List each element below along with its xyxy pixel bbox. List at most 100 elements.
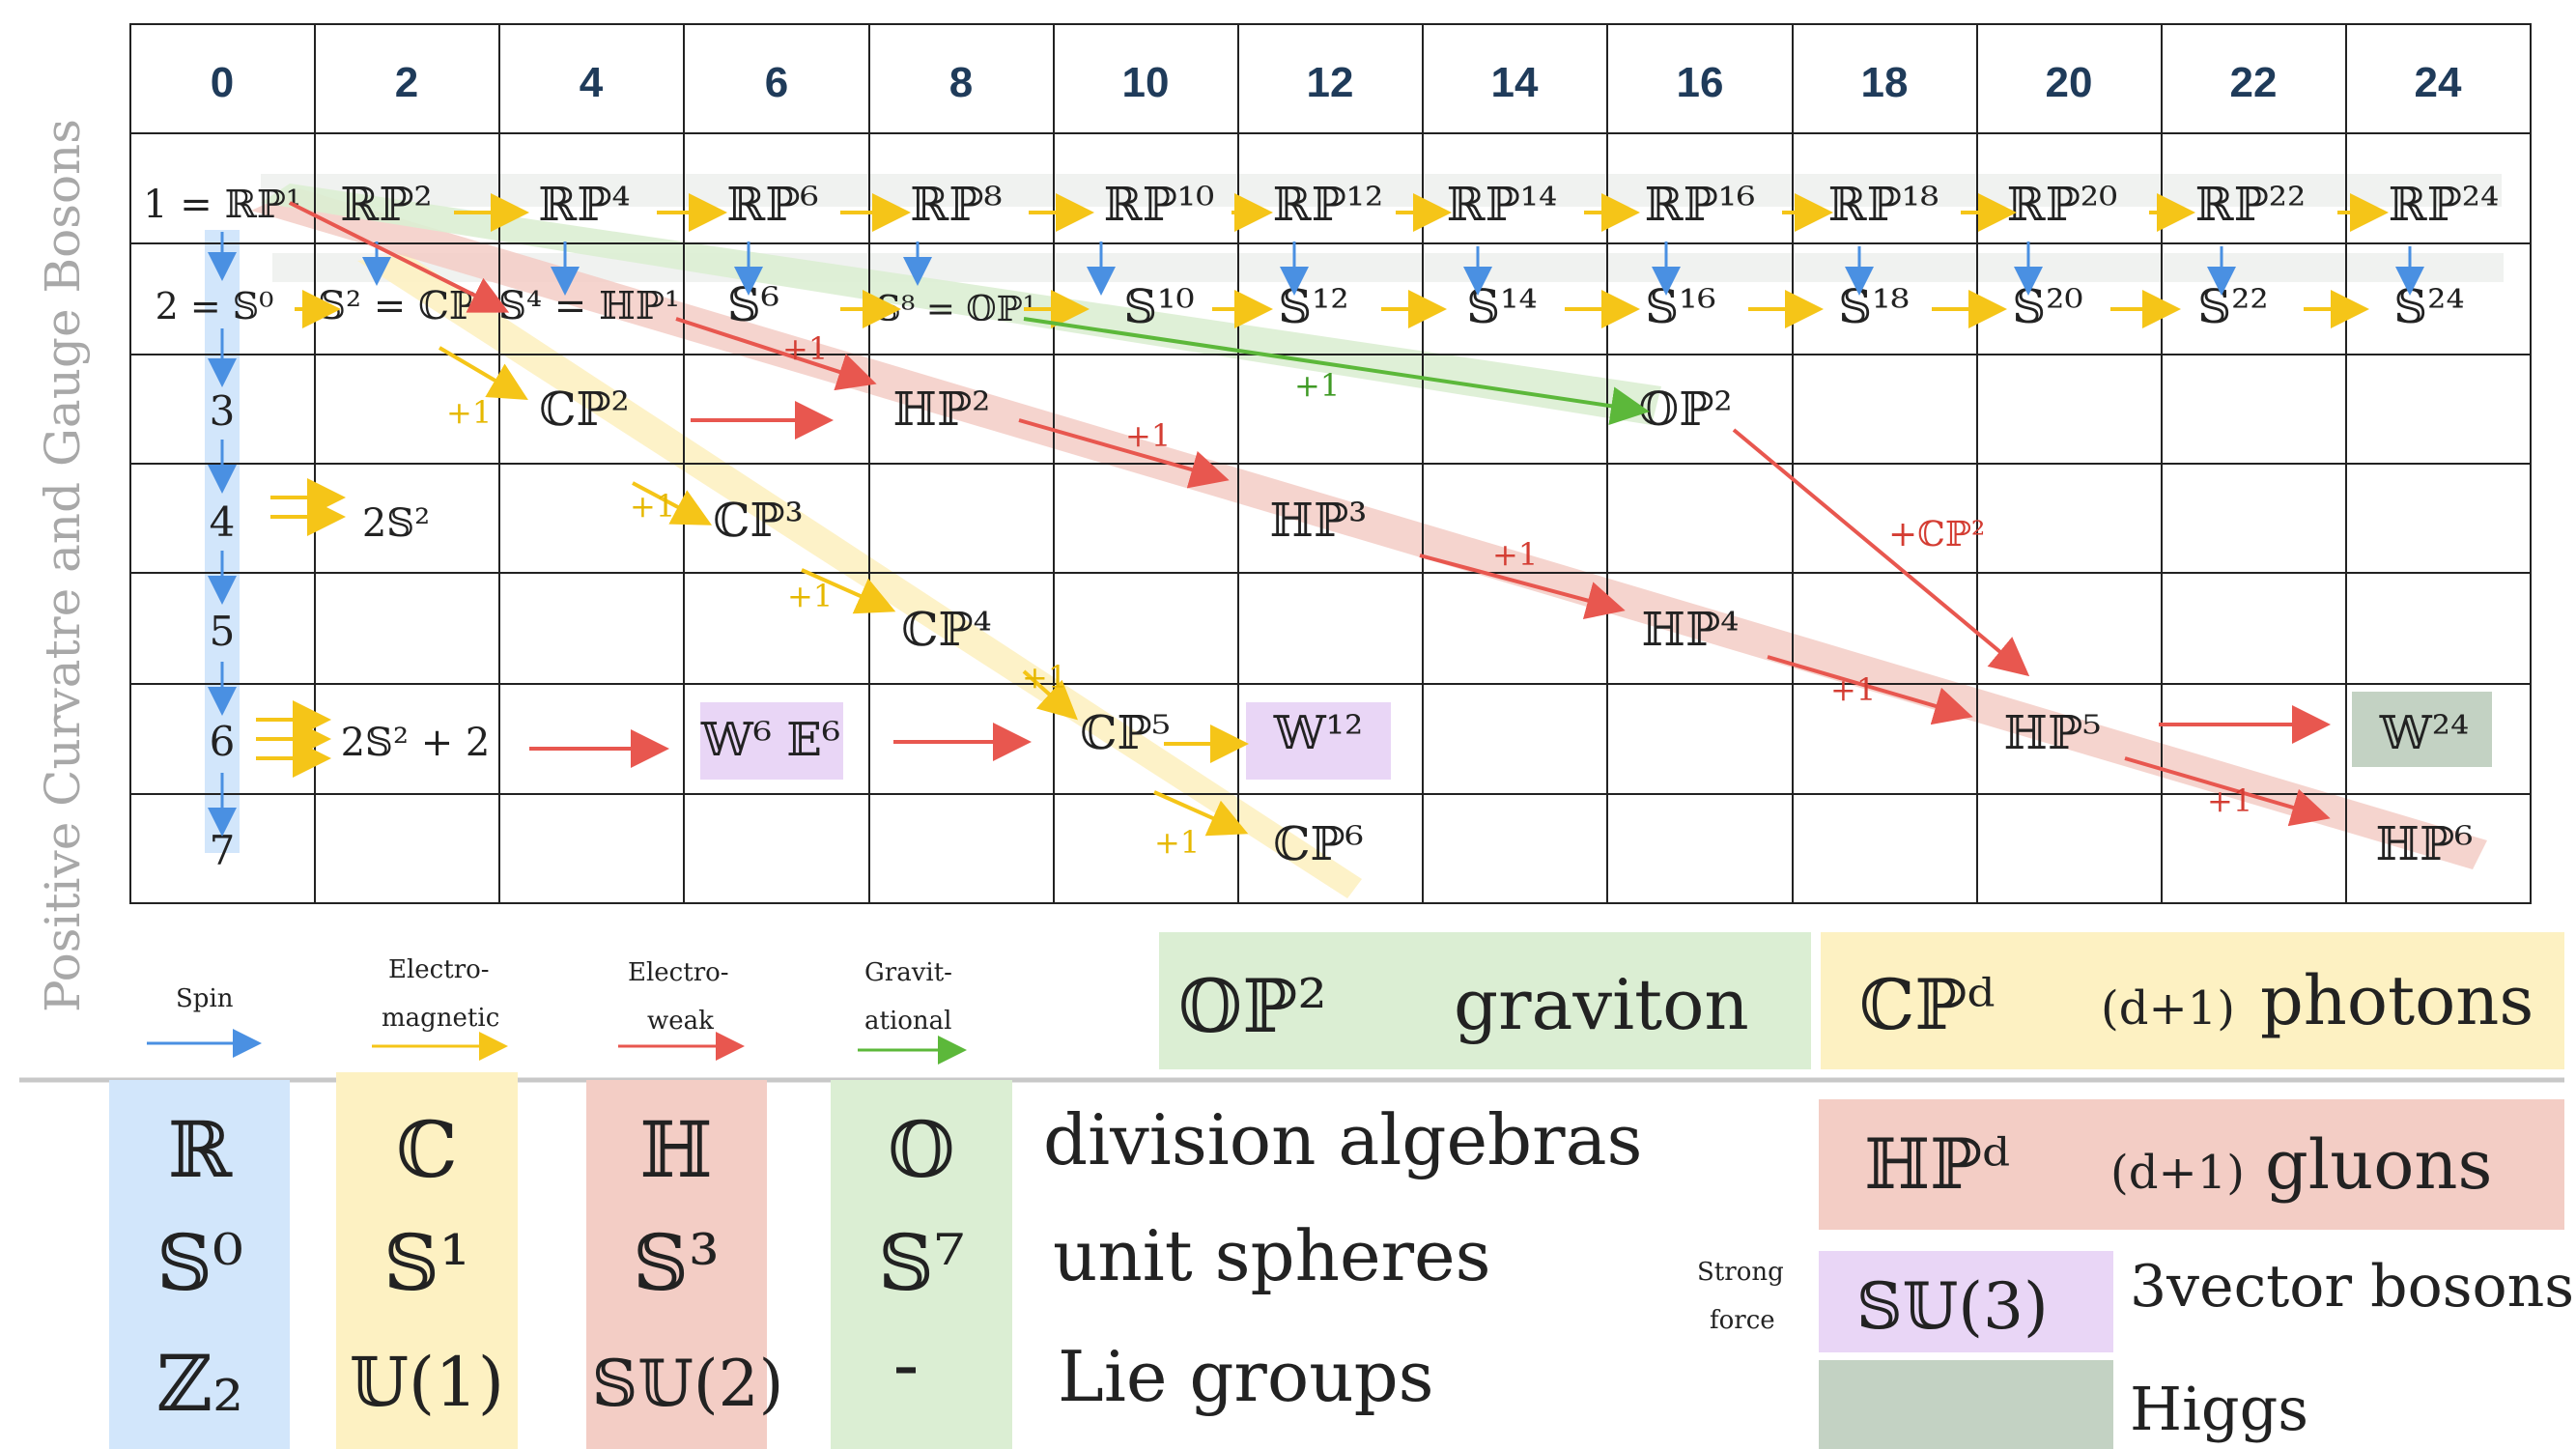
- plus1-label: +1: [1125, 417, 1171, 454]
- legend-grav-line1: Gravit-: [864, 958, 952, 987]
- row1-cell-20: ℝℙ²⁰: [2007, 178, 2117, 232]
- col-header-12: 12: [1307, 59, 1354, 106]
- row-label-division-algebras: division algebras: [1043, 1099, 1642, 1180]
- cell-w12: 𝕎¹²: [1273, 706, 1363, 760]
- cell-op2: 𝕆ℙ²: [1638, 383, 1732, 437]
- row2-cell-12: 𝕊¹²: [1278, 280, 1348, 334]
- w6e6-box: [700, 702, 843, 780]
- group-SU2: 𝕊𝕌(2): [592, 1347, 784, 1421]
- cell-hp3: ℍℙ³: [1270, 494, 1368, 548]
- legend-ew: Electro- weak: [618, 958, 745, 1061]
- col-header-22: 22: [2230, 59, 2278, 106]
- cell-hp2: ℍℙ²: [893, 383, 991, 437]
- row2-cell-10: 𝕊¹⁰: [1123, 280, 1194, 334]
- cell-2s2-plus-2: 2𝕊² + 2: [341, 721, 491, 765]
- col-header-6: 6: [765, 59, 788, 106]
- col-header-2: 2: [395, 59, 418, 106]
- row1-cell-22: ℝℙ²²: [2195, 178, 2306, 232]
- su3-symbol: 𝕊𝕌(3): [1856, 1269, 2049, 1344]
- legend-grav-line2: ational: [864, 1007, 951, 1036]
- gluons-box: [1819, 1099, 2564, 1230]
- row2-cell-4: 𝕊⁴ = ℍℙ¹: [498, 284, 680, 328]
- higgs-box: [1819, 1360, 2113, 1449]
- legend-ew-line1: Electro-: [628, 958, 729, 987]
- strong-force-line1: Strong: [1697, 1258, 1784, 1287]
- cell-cp2: ℂℙ²: [539, 383, 630, 437]
- row1-cell-14: ℝℙ¹⁴: [1447, 178, 1557, 232]
- cell-cp4: ℂℙ⁴: [901, 603, 992, 657]
- algebra-O: 𝕆: [888, 1105, 955, 1195]
- real-column: [109, 1080, 290, 1449]
- w24-box: [2352, 692, 2492, 767]
- gluons-prefix: (d+1): [2110, 1146, 2245, 1200]
- row2-cell-6: 𝕊⁶: [727, 278, 779, 332]
- col-header-0: 0: [211, 59, 234, 106]
- legend-em-line2: magnetic: [382, 1004, 499, 1033]
- col-header-16: 16: [1677, 59, 1724, 106]
- plus1-label: +1: [782, 330, 828, 367]
- col-header-10: 10: [1122, 59, 1170, 106]
- sphere-S0: 𝕊⁰: [156, 1218, 243, 1308]
- legend-em: Electro- magnetic: [372, 955, 508, 1061]
- row-label-4: 4: [210, 498, 236, 546]
- row1-cell-0: 1 = ℝℙ¹: [143, 183, 301, 227]
- row2-cell-0: 2 = 𝕊⁰: [156, 285, 274, 327]
- cell-hp5: ℍℙ⁵: [2004, 706, 2102, 760]
- legend-grav: Gravit- ational: [858, 958, 967, 1065]
- cell-w24: 𝕎²⁴: [2379, 706, 2469, 760]
- col-header-8: 8: [949, 59, 973, 106]
- row2-cell-18: 𝕊¹⁸: [1838, 280, 1909, 334]
- cell-w6e6: 𝕎⁶ 𝔼⁶: [700, 713, 840, 767]
- algebra-C: ℂ: [396, 1105, 458, 1195]
- algebra-R: ℝ: [168, 1105, 234, 1195]
- octonion-column: [831, 1080, 1012, 1449]
- photons-box: [1821, 932, 2564, 1069]
- graviton-symbol: 𝕆ℙ²: [1178, 963, 1327, 1049]
- group-U1: 𝕌(1): [350, 1343, 504, 1422]
- legend-em-line1: Electro-: [388, 955, 490, 984]
- plus1-label: +1: [1154, 824, 1200, 861]
- complex-column: [336, 1072, 518, 1449]
- photons-label: photons: [2260, 961, 2534, 1040]
- row2-cell-16: 𝕊¹⁶: [1645, 280, 1715, 334]
- photon-band: [357, 253, 1362, 898]
- col-header-18: 18: [1861, 59, 1909, 106]
- row2-cell-24: 𝕊²⁴: [2393, 280, 2464, 334]
- grav-arrow: [1023, 317, 1650, 426]
- row-label-unit-spheres: unit spheres: [1053, 1215, 1491, 1296]
- cell-cp5: ℂℙ⁵: [1080, 706, 1171, 760]
- row1-cell-24: ℝℙ²⁴: [2389, 178, 2499, 232]
- plus1-label: +1: [1022, 659, 1067, 696]
- graviton-label: graviton: [1454, 964, 1749, 1045]
- plus1-label: +1: [446, 394, 492, 431]
- plus1-label: +1: [787, 578, 833, 614]
- plus1-label: +1: [1830, 671, 1876, 708]
- legend-spin-label: Spin: [176, 984, 234, 1013]
- plus1-label: +1: [2207, 782, 2252, 819]
- cell-hp6: ℍℙ⁶: [2376, 817, 2474, 871]
- col-header-4: 4: [580, 59, 604, 106]
- col-header-14: 14: [1491, 59, 1539, 106]
- algebra-H: ℍ: [639, 1105, 713, 1195]
- row-label-lie-groups: Lie groups: [1058, 1336, 1434, 1417]
- photons-prefix: (d+1): [2101, 981, 2235, 1036]
- row-label-7: 7: [210, 827, 236, 874]
- row1-band: [261, 174, 2502, 207]
- row-label-3: 3: [210, 387, 236, 435]
- strong-force-line2: force: [1710, 1306, 1775, 1335]
- legend-spin: Spin: [147, 984, 262, 1058]
- photons-symbol: ℂℙᵈ: [1859, 964, 1995, 1045]
- row-label-6: 6: [210, 718, 236, 765]
- cell-2s2: 2𝕊²: [362, 501, 430, 546]
- row1-cell-8: ℝℙ⁸: [910, 178, 1002, 232]
- sphere-S3: 𝕊³: [633, 1218, 720, 1308]
- row1-cell-10: ℝℙ¹⁰: [1104, 178, 1214, 232]
- grid: [129, 23, 2532, 904]
- group-Z2: ℤ₂: [156, 1339, 243, 1429]
- row2-cell-20: 𝕊²⁰: [2012, 280, 2082, 334]
- plus1-label: +1: [630, 488, 675, 525]
- cell-cp6: ℂℙ⁶: [1273, 817, 1364, 871]
- row2-cell-8: 𝕊⁸ = 𝕆ℙ¹: [876, 290, 1036, 329]
- w12-box: [1246, 702, 1391, 780]
